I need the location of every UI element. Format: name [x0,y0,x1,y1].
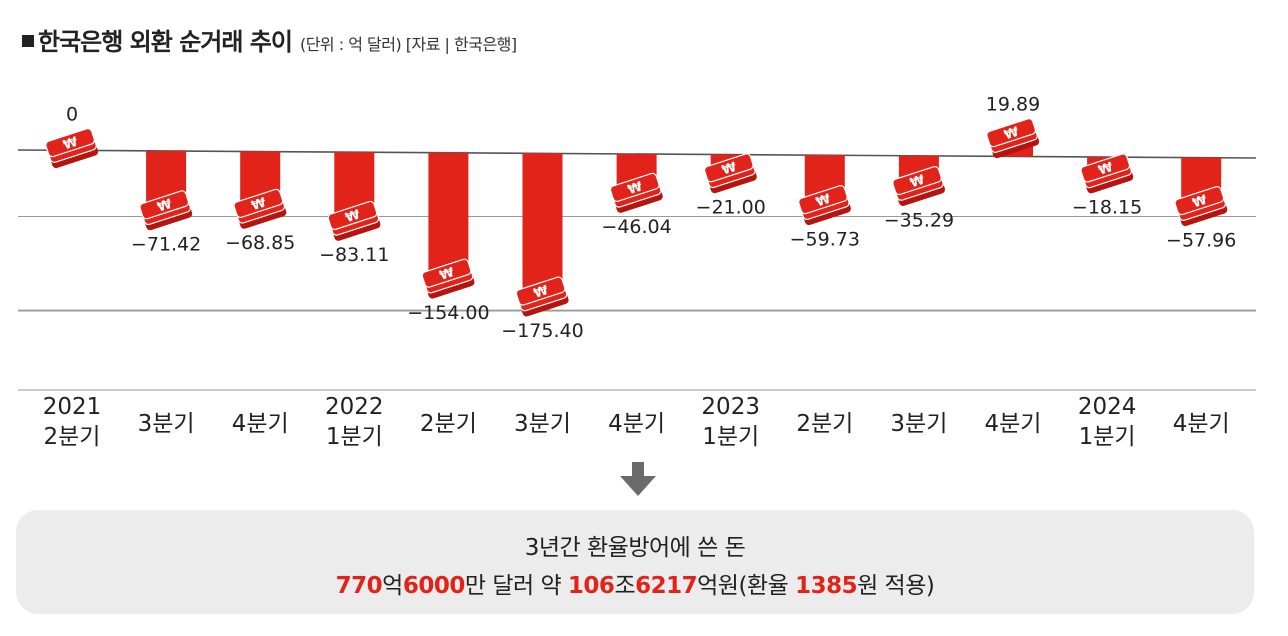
summary-text: 억원(환율 [697,573,796,599]
won-money-stack-icon: ₩ [327,200,381,241]
svg-text:₩: ₩ [1191,193,1210,212]
bar [522,153,563,295]
svg-text:₩: ₩ [1097,160,1116,179]
won-money-stack-icon: ₩ [1080,153,1134,194]
data-label: −35.29 [884,209,954,231]
summary-text: 조 [614,573,636,599]
data-label: −154.00 [407,302,489,324]
data-label: −46.04 [601,216,671,238]
data-label: −175.40 [501,320,583,342]
bar [428,152,469,277]
won-money-stack-icon: ₩ [986,118,1040,159]
summary-number: 106 [567,573,615,599]
svg-text:₩: ₩ [344,207,363,226]
won-money-stack-icon: ₩ [45,128,99,169]
won-money-stack-icon: ₩ [1174,186,1228,227]
svg-text:₩: ₩ [250,195,269,214]
title-bullet-icon [22,35,34,47]
category-label: 2023 [701,394,760,420]
category-label: 2022 [325,394,384,420]
won-money-stack-icon: ₩ [139,190,193,231]
bar-chart: ₩0 2021 2분기 ₩ −71.42 3분기 ₩ −68.85 4분기 ₩ −83.11 2022… [17,93,1257,450]
category-label: 3분기 [138,411,195,437]
won-money-stack-icon: ₩ [892,165,946,206]
data-label: −21.00 [696,197,766,219]
summary-number: 1385 [795,573,858,599]
data-label: −18.15 [1072,197,1142,219]
category-label: 3분기 [514,411,571,437]
data-label: −83.11 [319,244,389,266]
category-label: 2024 [1078,394,1137,420]
category-label: 1분기 [1079,424,1136,450]
won-money-stack-icon: ₩ [421,258,475,299]
category-label: 4분기 [608,411,665,437]
category-label: 2분기 [44,424,101,450]
category-label: 2분기 [796,411,853,437]
svg-text:₩: ₩ [438,265,457,284]
summary-text: 억 [382,573,403,599]
svg-text:₩: ₩ [908,172,927,191]
category-label: 4분기 [985,411,1042,437]
summary-text: 만 달러 약 [464,573,568,599]
won-money-stack-icon: ₩ [703,153,757,194]
won-money-stack-icon: ₩ [609,172,663,213]
data-label: −71.42 [131,234,201,256]
summary-box: 3년간 환율방어에 쓴 돈 770억6000만 달러 약 106조6217억원(… [16,510,1254,614]
category-label: 2021 [43,394,102,420]
data-label: −68.85 [225,232,295,254]
title-subtitle: (단위 : 억 달러) [자료 | 한국은행] [299,35,517,54]
svg-text:₩: ₩ [720,160,739,179]
category-label: 3분기 [890,411,947,437]
data-label: 19.89 [986,93,1040,115]
won-money-stack-icon: ₩ [515,276,569,317]
category-label: 4분기 [1173,411,1230,437]
won-money-stack-icon: ₩ [233,188,287,229]
svg-text:₩: ₩ [814,192,833,211]
category-label: 1분기 [326,424,383,450]
summary-line1: 3년간 환율방어에 쓴 돈 [524,535,746,561]
svg-text:₩: ₩ [626,179,645,198]
category-label: 1분기 [702,424,759,450]
summary-number: 6000 [402,573,466,599]
chart-title: 한국은행 외환 순거래 추이 (단위 : 억 달러) [자료 | 한국은행] [22,22,517,58]
svg-text:₩: ₩ [156,197,175,216]
data-label: 0 [66,103,78,125]
data-label: −57.96 [1166,229,1236,251]
svg-text:₩: ₩ [61,135,80,154]
won-money-stack-icon: ₩ [798,185,851,226]
svg-text:₩: ₩ [532,283,551,302]
data-label: −59.73 [790,228,860,250]
summary-text: 원 적용) [857,573,935,599]
category-label: 4분기 [232,411,289,437]
category-label: 2분기 [420,411,477,437]
summary-line2: 770억6000만 달러 약 106조6217억원(환율 1385원 적용) [16,566,1254,600]
down-arrow-icon [620,462,656,496]
summary-number: 6217 [635,573,698,599]
title-main: 한국은행 외환 순거래 추이 [38,28,293,56]
svg-text:₩: ₩ [1002,125,1021,144]
summary-number: 770 [335,573,383,599]
